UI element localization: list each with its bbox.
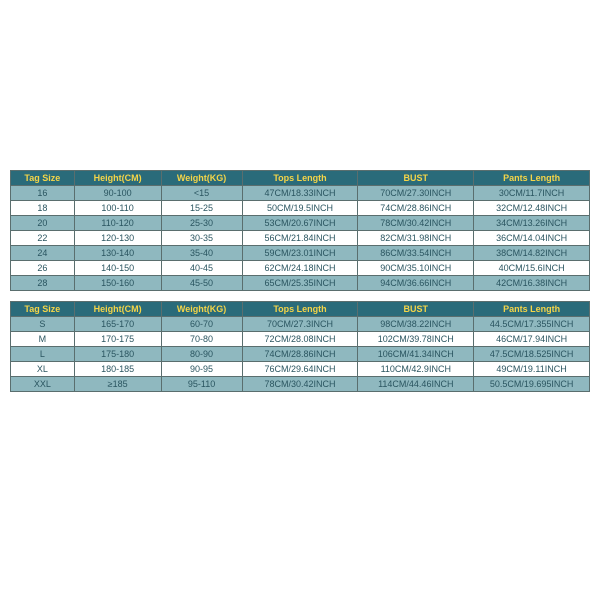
table1-cell: 20 [11,216,75,231]
table2-cell: 60-70 [161,317,242,332]
table2-cell: 80-90 [161,347,242,362]
table1-cell: 15-25 [161,201,242,216]
table2-header-cell: Height(CM) [74,302,161,317]
table1-cell: 28 [11,276,75,291]
table1-row: 24130-14035-4059CM/23.01INCH86CM/33.54IN… [11,246,590,261]
table1-cell: 26 [11,261,75,276]
table2-row: L175-18080-9074CM/28.86INCH106CM/41.34IN… [11,347,590,362]
table2-cell: 74CM/28.86INCH [242,347,358,362]
table1-cell: 47CM/18.33INCH [242,186,358,201]
table1-cell: 40CM/15.6INCH [474,261,590,276]
table2-cell: 170-175 [74,332,161,347]
table1-cell: 34CM/13.26INCH [474,216,590,231]
table1-cell: 100-110 [74,201,161,216]
table1-row: 22120-13030-3556CM/21.84INCH82CM/31.98IN… [11,231,590,246]
table1-header-cell: Pants Length [474,171,590,186]
table2-cell: M [11,332,75,347]
table1-cell: 53CM/20.67INCH [242,216,358,231]
table2-cell: 72CM/28.08INCH [242,332,358,347]
table2-cell: 78CM/30.42INCH [242,377,358,392]
table1-cell: 94CM/36.66INCH [358,276,474,291]
table1-row: 18100-11015-2550CM/19.5INCH74CM/28.86INC… [11,201,590,216]
table1-cell: 35-40 [161,246,242,261]
table1-row: 20110-12025-3053CM/20.67INCH78CM/30.42IN… [11,216,590,231]
table1-cell: 24 [11,246,75,261]
table2-cell: 70-80 [161,332,242,347]
table1-cell: 130-140 [74,246,161,261]
table1-header-cell: Weight(KG) [161,171,242,186]
table1-cell: 25-30 [161,216,242,231]
table1-cell: 38CM/14.82INCH [474,246,590,261]
table2-cell: XXL [11,377,75,392]
table2-cell: 102CM/39.78INCH [358,332,474,347]
table1-cell: 70CM/27.30INCH [358,186,474,201]
table2-header-cell: Tag Size [11,302,75,317]
table1-cell: 140-150 [74,261,161,276]
table1-cell: 42CM/16.38INCH [474,276,590,291]
table2-cell: ≥185 [74,377,161,392]
table1-cell: 65CM/25.35INCH [242,276,358,291]
table1-cell: 30CM/11.7INCH [474,186,590,201]
table1-cell: 16 [11,186,75,201]
table1-cell: 40-45 [161,261,242,276]
table1-row: 28150-16045-5065CM/25.35INCH94CM/36.66IN… [11,276,590,291]
table1-row: 26140-15040-4562CM/24.18INCH90CM/35.10IN… [11,261,590,276]
table2-cell: 44.5CM/17.355INCH [474,317,590,332]
table1-cell: 120-130 [74,231,161,246]
table1-cell: 74CM/28.86INCH [358,201,474,216]
table2-cell: 47.5CM/18.525INCH [474,347,590,362]
table2-cell: 98CM/38.22INCH [358,317,474,332]
table2-row: M170-17570-8072CM/28.08INCH102CM/39.78IN… [11,332,590,347]
table1-cell: <15 [161,186,242,201]
table2-cell: 90-95 [161,362,242,377]
table1-cell: 18 [11,201,75,216]
table2-cell: 46CM/17.94INCH [474,332,590,347]
table2-cell: 106CM/41.34INCH [358,347,474,362]
table1-cell: 150-160 [74,276,161,291]
table2-cell: 114CM/44.46INCH [358,377,474,392]
table2-cell: 50.5CM/19.695INCH [474,377,590,392]
table2-cell: S [11,317,75,332]
table2-header-cell: Weight(KG) [161,302,242,317]
size-table-adults: Tag SizeHeight(CM)Weight(KG)Tops LengthB… [10,301,590,392]
table2-row: S165-17060-7070CM/27.3INCH98CM/38.22INCH… [11,317,590,332]
table1-cell: 78CM/30.42INCH [358,216,474,231]
table1-header-cell: Tag Size [11,171,75,186]
table2-cell: 110CM/42.9INCH [358,362,474,377]
table1-header-cell: BUST [358,171,474,186]
table1-cell: 110-120 [74,216,161,231]
table2-header-cell: Tops Length [242,302,358,317]
table1-cell: 50CM/19.5INCH [242,201,358,216]
table1-header-cell: Height(CM) [74,171,161,186]
table2-cell: 76CM/29.64INCH [242,362,358,377]
table2-row: XL180-18590-9576CM/29.64INCH110CM/42.9IN… [11,362,590,377]
table2-cell: 70CM/27.3INCH [242,317,358,332]
table2-row: XXL≥18595-11078CM/30.42INCH114CM/44.46IN… [11,377,590,392]
table1-cell: 45-50 [161,276,242,291]
table2-cell: 180-185 [74,362,161,377]
table1-cell: 90-100 [74,186,161,201]
table1-cell: 86CM/33.54INCH [358,246,474,261]
table1-cell: 36CM/14.04INCH [474,231,590,246]
table2-cell: XL [11,362,75,377]
table1-cell: 22 [11,231,75,246]
table2-cell: 165-170 [74,317,161,332]
table2-header-cell: Pants Length [474,302,590,317]
table1-cell: 30-35 [161,231,242,246]
table1-header-cell: Tops Length [242,171,358,186]
table1-cell: 62CM/24.18INCH [242,261,358,276]
table1-cell: 82CM/31.98INCH [358,231,474,246]
table1-cell: 32CM/12.48INCH [474,201,590,216]
table1-cell: 90CM/35.10INCH [358,261,474,276]
table2-cell: L [11,347,75,362]
table2-cell: 175-180 [74,347,161,362]
table2-cell: 49CM/19.11INCH [474,362,590,377]
table1-cell: 59CM/23.01INCH [242,246,358,261]
table2-cell: 95-110 [161,377,242,392]
table1-row: 1690-100<1547CM/18.33INCH70CM/27.30INCH3… [11,186,590,201]
table1-cell: 56CM/21.84INCH [242,231,358,246]
size-table-kids: Tag SizeHeight(CM)Weight(KG)Tops LengthB… [10,170,590,291]
table2-header-cell: BUST [358,302,474,317]
